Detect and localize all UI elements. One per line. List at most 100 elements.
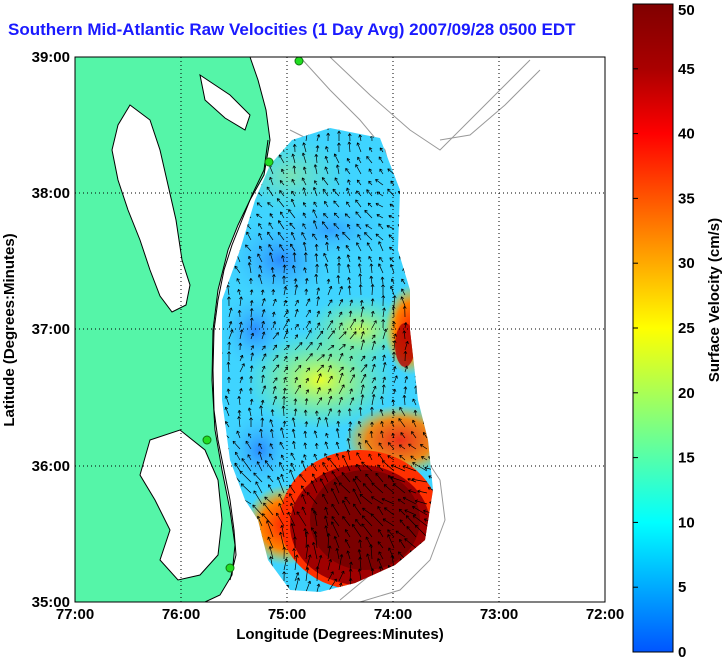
velocity-arrow [316, 296, 321, 307]
velocity-arrow [404, 365, 409, 373]
velocity-arrow [391, 410, 396, 417]
velocity-arrow [305, 531, 309, 549]
velocity-arrow [377, 505, 384, 516]
velocity-arrow [253, 472, 263, 483]
velocity-arrow [370, 406, 374, 417]
velocity-arrow [327, 545, 332, 560]
velocity-arrow [294, 384, 301, 395]
y-tick-label: 37:00 [32, 321, 70, 338]
velocity-arrow [280, 211, 285, 219]
velocity-arrow [387, 442, 395, 450]
velocity-arrow [427, 486, 433, 494]
velocity-arrow [356, 242, 362, 252]
velocity-arrow [227, 351, 231, 361]
velocity-arrow [347, 408, 352, 417]
velocity-arrow [264, 460, 274, 472]
velocity-arrow [282, 396, 286, 406]
velocity-arrow [269, 428, 274, 439]
velocity-arrow [272, 364, 280, 373]
velocity-arrow [305, 320, 311, 329]
velocity-arrow [375, 202, 384, 208]
velocity-arrow [369, 430, 374, 439]
velocity-arrow [381, 460, 395, 472]
velocity-arrow [347, 428, 352, 439]
velocity-arrow [349, 367, 355, 373]
coastline [212, 139, 269, 581]
velocity-arrow [313, 430, 318, 439]
velocity-arrow [303, 430, 308, 439]
velocity-arrow [392, 366, 397, 373]
velocity-arrow [336, 420, 341, 428]
colorbar-tick-label: 50 [678, 2, 695, 19]
velocity-arrow [378, 223, 384, 230]
velocity-arrow [346, 254, 351, 263]
velocity-arrow [305, 580, 312, 592]
velocity-arrow [381, 284, 385, 295]
velocity-arrow [290, 502, 296, 516]
velocity-arrow [260, 399, 265, 406]
velocity-arrow [257, 253, 263, 263]
velocity-arrow [358, 539, 362, 549]
velocity-arrow [316, 322, 321, 329]
station-marker [294, 56, 304, 66]
velocity-arrow [382, 354, 386, 362]
velocity-arrow [288, 209, 296, 219]
velocity-arrow [365, 473, 373, 483]
velocity-arrow [294, 376, 298, 384]
velocity-arrow [402, 496, 417, 505]
velocity-arrow [291, 428, 296, 439]
velocity-arrow [291, 153, 296, 164]
velocity-arrow [428, 475, 433, 483]
colorbar: 0 5 10 15 20 25 30 35 40 45 50 Surface Velocity (c… [632, 2, 723, 659]
velocity-arrow [328, 457, 340, 472]
velocity-arrow [258, 451, 263, 461]
velocity-arrow [333, 222, 340, 230]
x-tick-label: 72:00 [586, 606, 624, 623]
velocity-arrow [280, 454, 285, 461]
velocity-arrow [302, 202, 307, 208]
velocity-arrow [249, 417, 253, 427]
velocity-arrow [369, 544, 373, 560]
velocity-arrow [236, 430, 241, 439]
velocity-arrow [314, 273, 319, 285]
velocity-arrow [280, 524, 285, 538]
velocity-arrow [404, 376, 409, 384]
velocity-arrow [362, 507, 373, 516]
velocity-arrow [356, 463, 362, 472]
velocity-arrow [263, 502, 274, 516]
colorbar-tick-label: 15 [678, 450, 695, 467]
chesapeake-bay [111, 104, 191, 313]
velocity-arrow [378, 551, 384, 560]
velocity-arrow [303, 442, 308, 450]
colorbar-tick-label: 10 [678, 514, 695, 531]
velocity-arrow [338, 372, 344, 384]
velocity-arrow [322, 493, 329, 505]
velocity-arrow [289, 493, 296, 505]
velocity-arrow [327, 408, 332, 417]
velocity-arrow [313, 201, 318, 208]
velocity-arrow [327, 365, 332, 373]
velocity-arrow [342, 500, 351, 516]
velocity-arrow [278, 493, 285, 505]
velocity-arrow [387, 529, 395, 538]
velocity-arrow [247, 454, 252, 461]
velocity-arrow [316, 373, 322, 384]
velocity-arrow [349, 355, 353, 362]
velocity-arrow [282, 546, 287, 560]
velocity-arrow [283, 329, 289, 340]
velocity-arrow [294, 299, 299, 307]
velocity-arrow [324, 515, 329, 527]
velocity-arrow [369, 275, 374, 285]
velocity-arrow [410, 455, 417, 461]
velocity-arrow [261, 309, 266, 318]
velocity-arrow [388, 475, 395, 483]
velocity-arrow [380, 430, 384, 439]
velocity-arrow [302, 142, 307, 153]
velocity-arrow [302, 166, 307, 175]
velocity-arrow [371, 394, 376, 406]
velocity-arrow [326, 128, 330, 131]
velocity-arrow [316, 287, 321, 296]
velocity-arrow [335, 453, 340, 461]
velocity-arrow [338, 396, 343, 406]
velocity-arrow [371, 320, 377, 329]
